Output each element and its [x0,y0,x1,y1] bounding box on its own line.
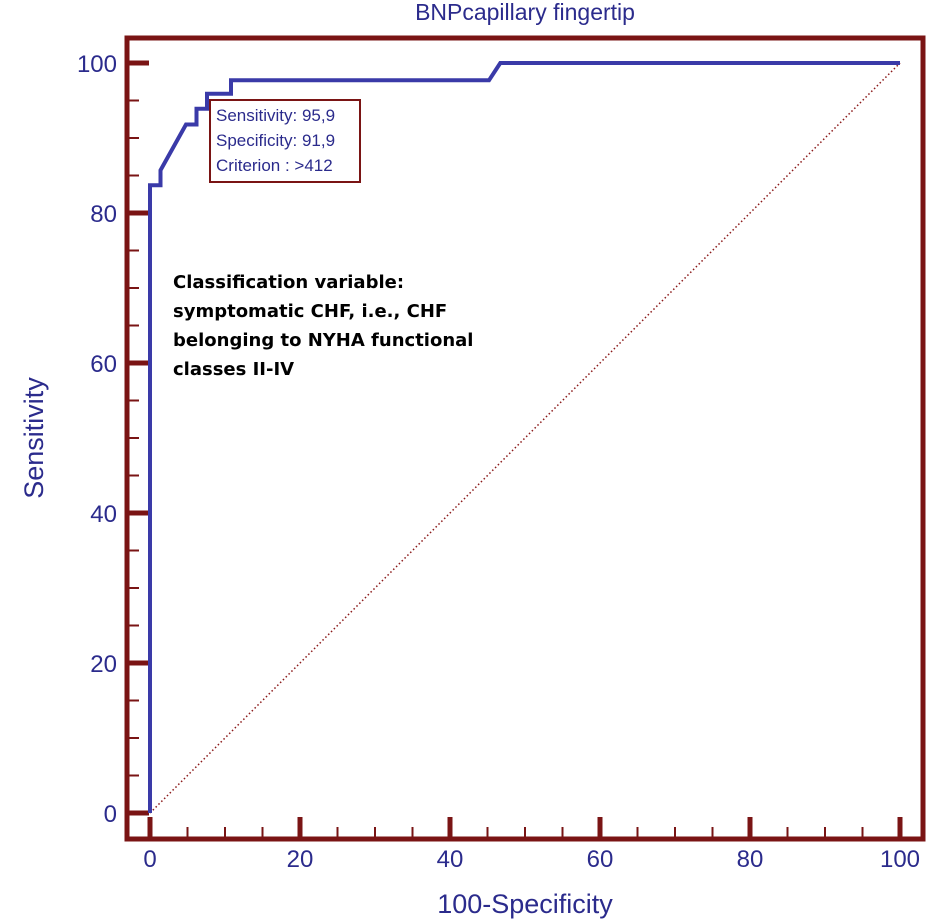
x-tick-label: 80 [737,846,764,873]
x-tick-label: 40 [437,846,464,873]
y-tick-label: 40 [90,501,117,528]
y-tick-label: 80 [90,201,117,228]
axis-tick-labels: 0 20 40 60 80 100 0 20 40 60 80 100 [77,51,920,873]
y-tick-label: 60 [90,351,117,378]
note-line: classes II-IV [173,359,295,380]
note-line: symptomatic CHF, i.e., CHF [173,301,448,322]
y-axis-label: Sensitivity [19,377,49,499]
y-tick-label: 0 [104,801,117,828]
chart-title: BNPcapillary fingertip [415,0,635,25]
y-tick-label: 100 [77,51,117,78]
roc-curve-line [148,61,900,813]
x-tick-label: 20 [287,846,314,873]
note-line: Classification variable: [173,272,405,293]
reference-diagonal-line [149,62,901,814]
x-axis-label: 100-Specificity [437,889,613,919]
criterion-annotation-box: Sensitivity: 95,9 Specificity: 91,9 Crit… [209,99,361,183]
axis-ticks [127,60,903,839]
classification-note: Classification variable: symptomatic CHF… [173,268,513,384]
x-tick-label: 0 [143,846,156,873]
x-tick-label: 100 [880,846,920,873]
annotation-specificity: Specificity: 91,9 [216,131,336,150]
x-tick-label: 60 [587,846,614,873]
annotation-sensitivity: Sensitivity: 95,9 [216,106,336,125]
note-line: belonging to NYHA functional [173,330,474,351]
y-tick-label: 20 [90,651,117,678]
annotation-criterion: Criterion : >412 [216,156,333,175]
